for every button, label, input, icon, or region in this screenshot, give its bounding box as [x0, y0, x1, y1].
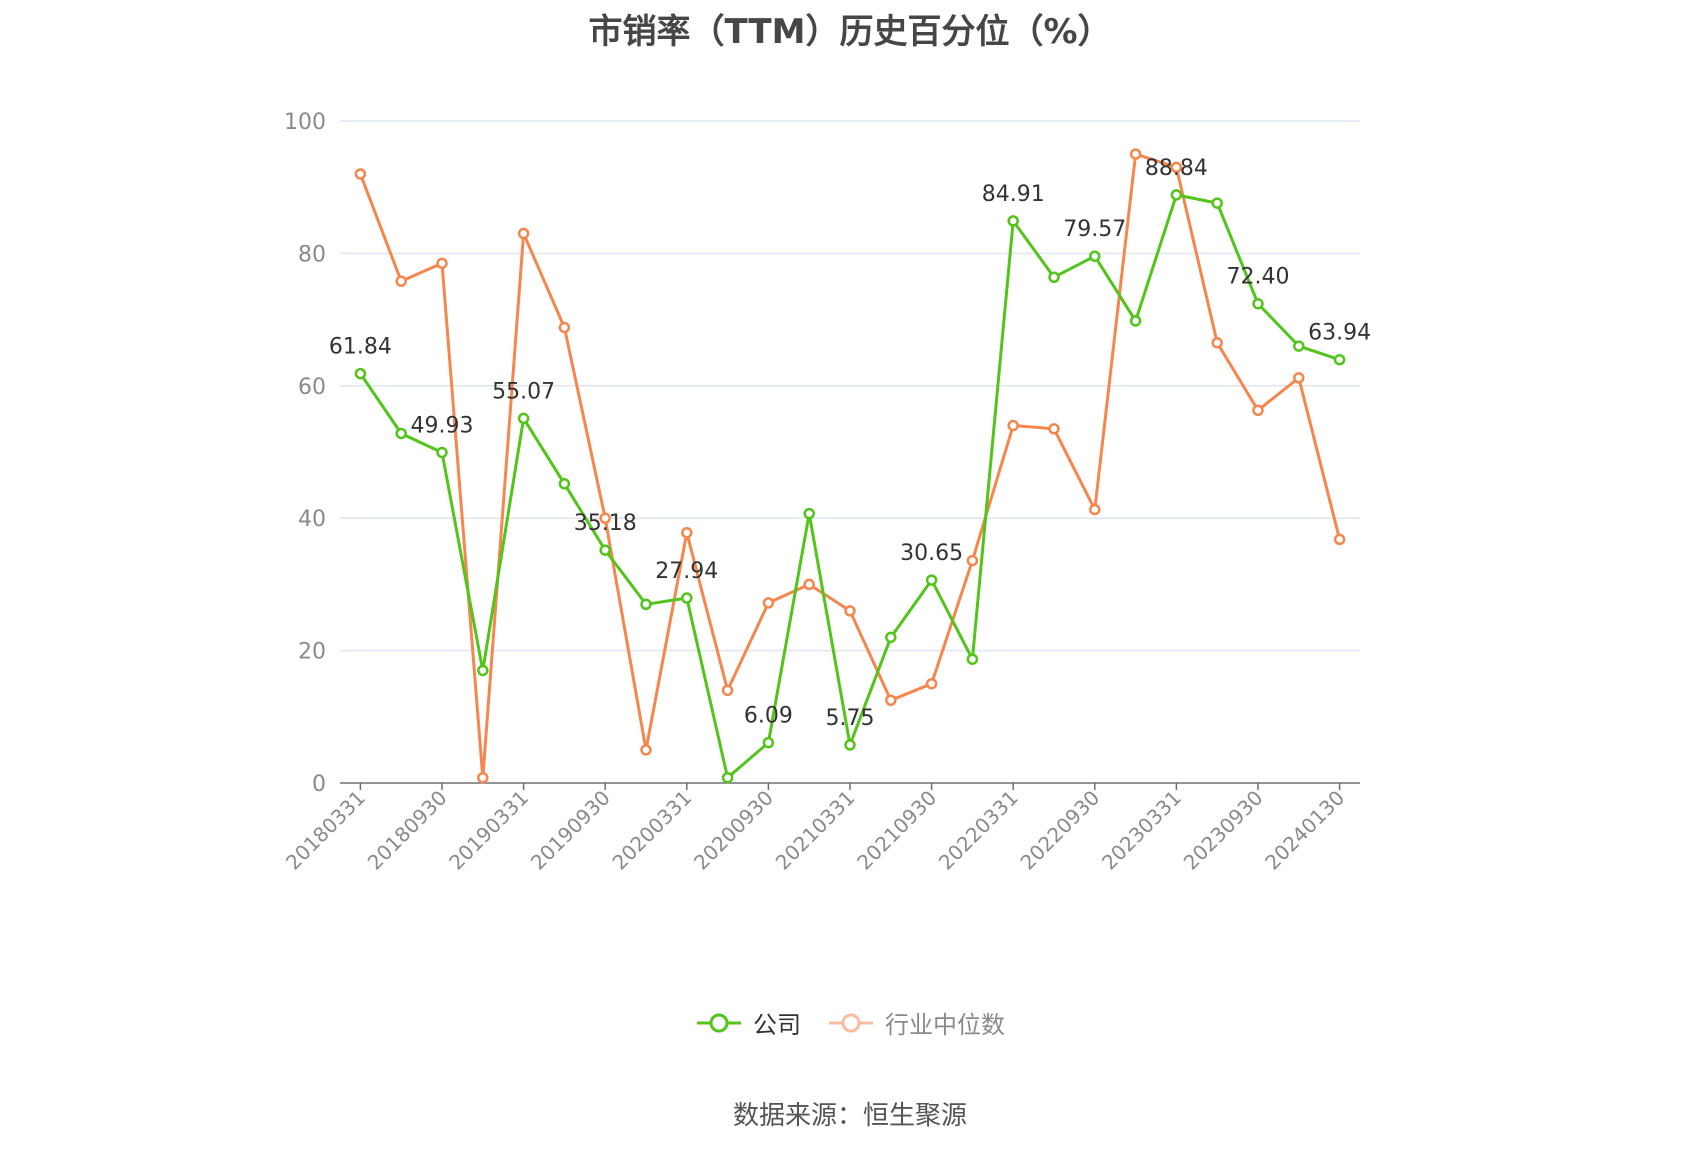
series-point-0 — [436, 446, 448, 459]
x-tick-label: 20240130 — [1260, 786, 1349, 875]
data-label: 55.07 — [492, 379, 555, 404]
x-tick-label: 20210331 — [771, 786, 860, 875]
legend-item-company[interactable]: 公司 — [695, 1005, 801, 1040]
series-line-1 — [358, 152, 1342, 780]
data-labels: 61.84 49.93 55.07 35.18 27.94 6.09 5.75 30.65 84… — [329, 156, 1371, 731]
series-point-1 — [1293, 372, 1305, 384]
legend-item-industry-median[interactable]: 行业中位数 — [827, 1005, 1005, 1040]
series-point-0 — [681, 592, 693, 604]
x-tick-label: 20230331 — [1097, 786, 1186, 875]
y-tick-label: 0 — [312, 772, 326, 797]
data-source: 数据来源：恒生聚源 — [732, 1101, 967, 1131]
data-label: 63.94 — [1308, 321, 1371, 346]
series-point-0 — [1129, 315, 1142, 327]
series-point-0 — [1170, 189, 1183, 201]
series-point-0 — [1048, 271, 1060, 283]
series-point-1 — [1211, 337, 1223, 349]
series-point-1 — [925, 677, 938, 690]
data-label: 30.65 — [900, 541, 963, 566]
series-point-0 — [1089, 250, 1101, 262]
series-point-1 — [1333, 533, 1346, 546]
series-point-1 — [681, 527, 693, 539]
series-point-1 — [395, 275, 407, 287]
data-label: 84.91 — [982, 182, 1045, 207]
series-point-1 — [885, 694, 897, 706]
series-point-1 — [1170, 161, 1183, 174]
series-point-0 — [477, 664, 489, 677]
y-tick-label: 40 — [298, 507, 326, 532]
series-point-1 — [1007, 419, 1019, 432]
series-point-1 — [1089, 503, 1101, 516]
series-point-0 — [803, 507, 815, 520]
series-point-0 — [1252, 297, 1264, 310]
axes: 0 20 40 60 80 100 2018033120180930201903312019… — [281, 110, 1360, 875]
series-point-1 — [1252, 404, 1264, 417]
series-point-0 — [721, 771, 734, 784]
series-point-0 — [599, 544, 611, 556]
series-point-0 — [640, 598, 652, 611]
series-point-0 — [925, 574, 938, 586]
data-label: 6.09 — [744, 704, 793, 729]
series-point-1 — [436, 257, 448, 270]
data-label: 88.84 — [1145, 156, 1208, 181]
x-tick-label: 20220331 — [934, 786, 1023, 875]
y-tick-label: 80 — [298, 242, 326, 267]
series-point-1 — [803, 578, 815, 591]
x-tick-label: 20180331 — [281, 786, 370, 875]
legend-line-marker-icon — [829, 1013, 873, 1032]
series-point-1 — [844, 605, 856, 617]
series-point-1 — [558, 321, 571, 334]
series-point-0 — [517, 412, 530, 425]
series-point-1 — [517, 227, 530, 240]
series-point-0 — [844, 739, 856, 751]
x-tick-label: 20230930 — [1179, 786, 1268, 875]
y-tick-label: 100 — [284, 110, 326, 135]
legend-line-marker-icon — [697, 1013, 741, 1032]
data-label: 49.93 — [411, 413, 474, 438]
x-tick-label: 20200331 — [607, 786, 696, 875]
x-tick-label: 20180930 — [363, 786, 452, 875]
y-tick-label: 60 — [298, 375, 326, 400]
data-label: 35.18 — [574, 511, 637, 536]
series-point-1 — [966, 554, 979, 567]
data-label: 61.84 — [329, 335, 392, 360]
series-point-0 — [762, 736, 775, 749]
series-point-1 — [762, 597, 775, 609]
chart-title: 市销率（TTM）历史百分位（%） — [588, 12, 1112, 52]
legend: 公司 行业中位数 — [0, 1005, 1700, 1040]
legend-label-industry-median: 行业中位数 — [885, 1011, 1005, 1039]
grid-lines — [340, 120, 1360, 652]
series-point-0 — [1007, 215, 1019, 227]
series-point-0 — [1293, 340, 1305, 352]
legend-label-company: 公司 — [753, 1011, 801, 1039]
series-point-1 — [354, 168, 367, 180]
series-point-0 — [1211, 197, 1223, 209]
series-point-1 — [721, 684, 734, 697]
series-point-0 — [966, 653, 979, 665]
data-label: 5.75 — [826, 706, 875, 731]
x-tick-label: 20210930 — [852, 786, 941, 875]
x-tick-label: 20190930 — [526, 786, 615, 875]
series-lines — [354, 148, 1346, 784]
data-label: 79.57 — [1063, 217, 1126, 242]
series-point-0 — [354, 367, 367, 380]
series-point-1 — [1129, 148, 1142, 160]
x-tick-label: 20200930 — [689, 786, 778, 875]
x-tick-label: 20190331 — [444, 786, 533, 875]
series-point-0 — [1333, 353, 1346, 366]
series-point-0 — [885, 631, 897, 644]
series-point-1 — [1048, 423, 1060, 435]
series-point-0 — [395, 427, 407, 440]
series-point-0 — [558, 478, 571, 490]
series-line-0 — [359, 193, 1341, 780]
y-tick-label: 20 — [298, 640, 326, 665]
series-point-1 — [477, 771, 489, 784]
x-tick-label: 20220930 — [1015, 786, 1104, 875]
series-point-1 — [599, 512, 611, 524]
series-point-1 — [640, 744, 652, 756]
data-label: 27.94 — [655, 559, 718, 584]
data-label: 72.40 — [1227, 265, 1290, 290]
